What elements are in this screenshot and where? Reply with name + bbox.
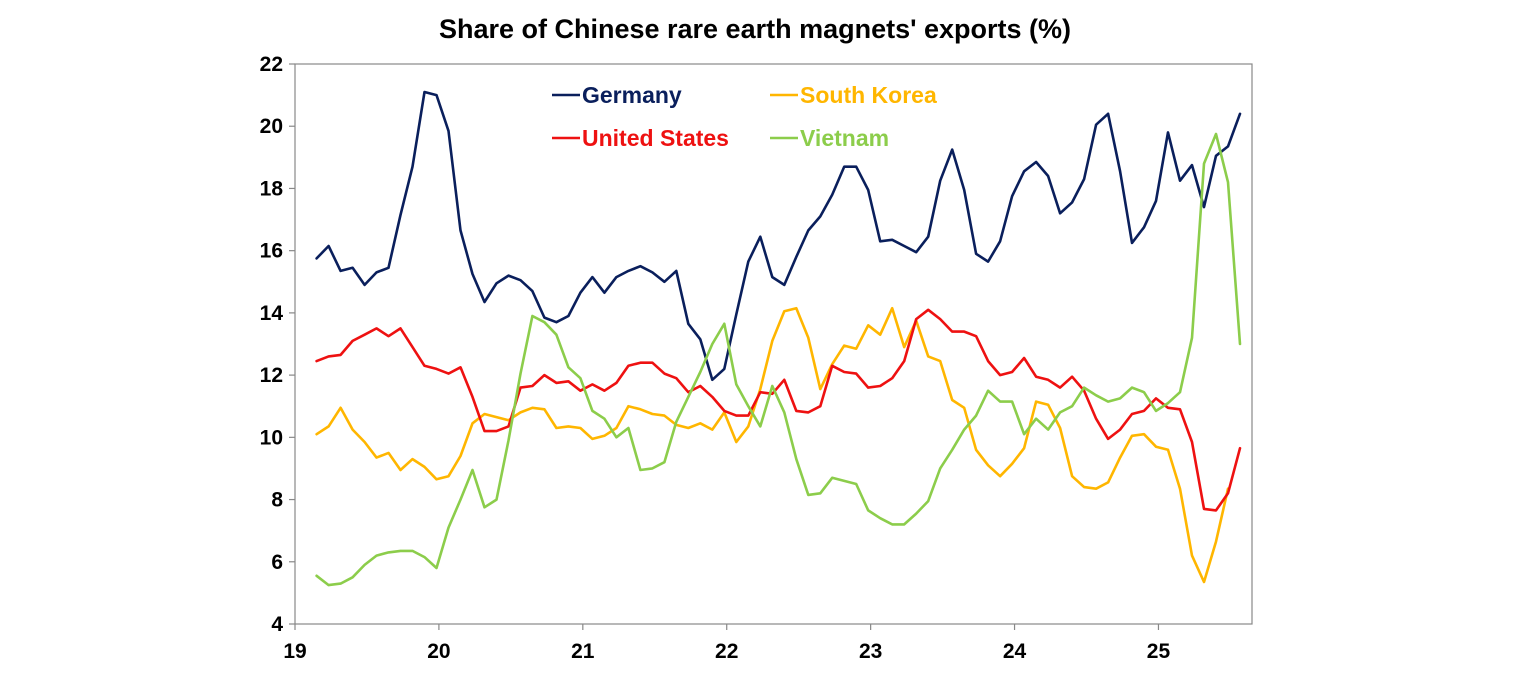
plot-area-frame (294, 63, 1253, 625)
x-tick-label: 22 (715, 640, 738, 663)
chart-title: Share of Chinese rare earth magnets' exp… (438, 14, 1072, 44)
series-lines (315, 90, 1242, 587)
x-tick-label: 21 (571, 640, 595, 663)
y-axis: 4 6 8 10 12 14 16 18 20 22 (260, 53, 295, 636)
series-line-germany (315, 90, 1242, 382)
series-line-south-korea (315, 306, 1230, 584)
y-tick-label: 12 (260, 364, 283, 387)
y-tick-label: 22 (260, 53, 283, 76)
legend-label-united-states: United States (582, 125, 729, 151)
legend-label-south-korea: South Korea (800, 82, 937, 108)
series-line-united-states (315, 308, 1242, 512)
y-tick-label: 16 (260, 240, 283, 263)
x-tick-label: 19 (283, 640, 306, 663)
y-tick-label: 8 (271, 489, 283, 512)
y-tick-label: 10 (260, 426, 283, 449)
y-tick-label: 14 (260, 302, 284, 325)
x-tick-label: 20 (427, 640, 450, 663)
y-tick-label: 18 (260, 177, 284, 200)
legend: Germany South Korea United States Vietnam (552, 82, 937, 151)
legend-label-vietnam: Vietnam (800, 125, 889, 151)
x-tick-label: 24 (1003, 640, 1027, 663)
x-axis: 19 20 21 22 23 24 25 (283, 624, 1170, 663)
legend-label-germany: Germany (582, 82, 682, 108)
x-tick-label: 25 (1147, 640, 1171, 663)
series-line-vietnam (315, 132, 1242, 587)
y-tick-label: 4 (271, 613, 283, 636)
y-tick-label: 20 (260, 115, 283, 138)
x-tick-label: 23 (859, 640, 882, 663)
y-tick-label: 6 (271, 551, 283, 574)
